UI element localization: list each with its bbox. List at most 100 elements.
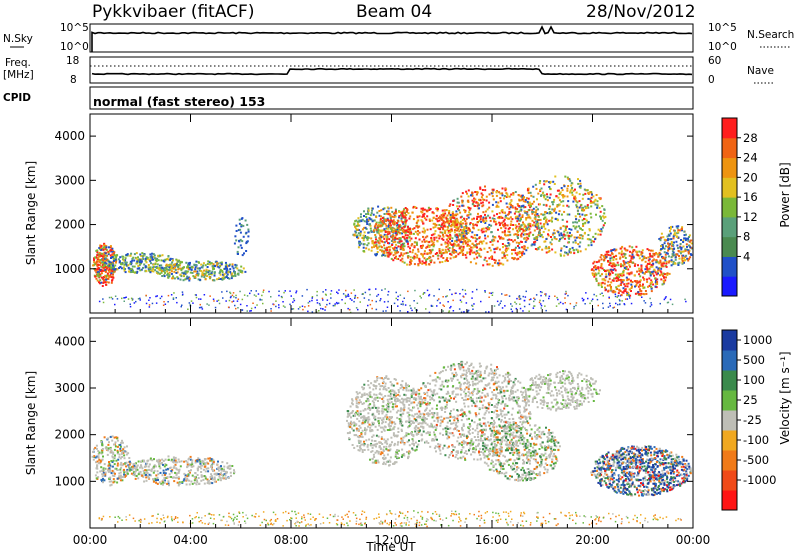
power-echo: [611, 265, 614, 268]
power-echo: [643, 272, 646, 275]
power-echo: [525, 233, 528, 236]
power-echo: [649, 271, 652, 274]
power-echo: [123, 268, 126, 271]
power-echo: [529, 204, 532, 206]
velocity-echo: [164, 479, 166, 482]
power-echo: [629, 250, 631, 253]
power-echo: [405, 219, 408, 222]
power-echo: [445, 217, 448, 220]
power-echo: [658, 254, 661, 257]
power-echo: [231, 301, 233, 303]
power-echo: [593, 266, 595, 269]
power-echo: [518, 194, 521, 197]
power-echo: [442, 238, 445, 241]
power-echo: [415, 225, 418, 228]
velocity-echo: [111, 469, 114, 472]
power-echo: [612, 268, 615, 271]
power-echo: [196, 270, 199, 273]
power-echo: [415, 309, 417, 311]
power-echo: [560, 237, 563, 240]
power-echo: [588, 228, 591, 231]
power-echo: [235, 264, 238, 267]
power-echo: [149, 271, 152, 274]
velocity-echo: [173, 480, 176, 483]
power-echo: [595, 273, 598, 276]
power-echo: [167, 294, 170, 297]
power-echo: [368, 288, 371, 291]
power-echo: [544, 216, 547, 219]
velocity-echo: [110, 472, 113, 475]
power-echo: [609, 284, 612, 287]
velocity-echo: [115, 436, 118, 439]
power-echo: [126, 253, 129, 256]
power-echo: [640, 268, 643, 271]
power-echo: [123, 269, 126, 272]
power-echo: [586, 205, 589, 208]
power-echo: [383, 237, 386, 240]
power-echo: [96, 279, 99, 282]
power-echo: [560, 213, 563, 216]
power-echo: [455, 236, 458, 239]
power-echo: [532, 224, 535, 227]
velocity-echo: [123, 473, 126, 476]
power-echo: [575, 200, 578, 203]
power-echo: [129, 303, 131, 305]
power-echo: [372, 231, 375, 233]
power-echo: [521, 254, 524, 257]
power-echo: [662, 236, 665, 239]
power-echo: [416, 226, 419, 229]
power-echo: [471, 191, 474, 194]
power-echo: [664, 253, 667, 256]
power-echo: [508, 243, 511, 246]
power-echo: [229, 271, 232, 273]
power-echo: [682, 254, 685, 257]
power-echo: [552, 180, 555, 183]
power-echo: [225, 300, 227, 302]
power-echo: [577, 209, 579, 212]
power-echo: [484, 256, 487, 259]
power-echo: [672, 247, 675, 250]
power-echo: [663, 298, 666, 301]
power-echo: [624, 288, 627, 291]
power-echo: [587, 244, 590, 247]
power-echo: [181, 304, 183, 306]
power-echo: [124, 271, 127, 274]
power-echo: [546, 195, 549, 198]
power-echo: [568, 249, 571, 252]
velocity-echo: [120, 461, 123, 464]
power-echo: [149, 253, 152, 256]
power-echo: [386, 218, 389, 221]
colorbar-tick-label: 8: [743, 230, 750, 244]
velocity-echo: [153, 464, 156, 467]
power-echo: [491, 291, 494, 294]
power-echo: [472, 226, 475, 229]
power-echo: [499, 237, 501, 240]
power-echo: [292, 301, 294, 303]
power-echo: [476, 238, 479, 241]
power-echo: [222, 274, 225, 277]
power-echo: [568, 213, 571, 216]
power-echo: [680, 246, 683, 249]
power-echo: [485, 219, 488, 222]
power-echo: [398, 225, 401, 228]
power-echo: [646, 248, 649, 251]
power-echo: [428, 249, 431, 252]
velocity-echo: [153, 469, 156, 472]
power-echo: [481, 201, 484, 204]
power-echo: [142, 258, 145, 260]
power-echo: [623, 290, 626, 293]
power-echo: [206, 266, 209, 268]
power-echo: [483, 247, 486, 250]
power-echo: [551, 238, 554, 241]
power-echo: [618, 298, 621, 301]
power-echo: [525, 239, 528, 242]
velocity-echo: [124, 462, 127, 465]
power-echo: [619, 257, 622, 260]
velocity-echo: [167, 455, 170, 458]
velocity-echo: [122, 463, 125, 466]
power-echo: [490, 224, 493, 227]
power-echo: [446, 257, 449, 259]
power-echo: [557, 298, 559, 301]
power-echo: [163, 275, 166, 278]
velocity-echo: [158, 465, 161, 468]
